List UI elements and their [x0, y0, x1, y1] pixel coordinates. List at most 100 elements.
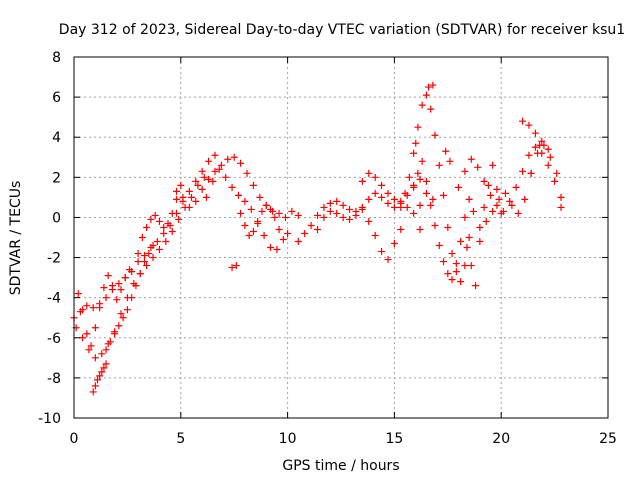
- data-point: [202, 193, 210, 201]
- data-point: [230, 153, 238, 161]
- data-point: [314, 211, 322, 219]
- data-point: [497, 209, 505, 217]
- x-axis-label: GPS time / hours: [282, 458, 399, 474]
- data-point: [551, 177, 559, 185]
- y-tick-label: -2: [47, 251, 61, 267]
- data-point: [284, 229, 292, 237]
- data-point: [501, 189, 509, 197]
- data-point: [480, 203, 488, 211]
- data-point: [452, 260, 460, 268]
- data-point: [431, 221, 439, 229]
- data-point: [536, 141, 544, 149]
- data-point: [87, 342, 95, 350]
- data-point: [194, 181, 202, 189]
- data-point: [397, 203, 405, 211]
- x-tick-label: 20: [492, 431, 510, 447]
- data-point: [262, 201, 270, 209]
- data-point: [173, 195, 181, 203]
- data-point: [534, 149, 542, 157]
- data-point: [333, 197, 341, 205]
- data-point: [546, 153, 554, 161]
- data-point: [243, 169, 251, 177]
- data-point: [168, 227, 176, 235]
- data-point: [444, 223, 452, 231]
- data-point: [446, 157, 454, 165]
- data-point: [482, 217, 490, 225]
- data-point: [160, 229, 168, 237]
- data-point: [414, 123, 422, 131]
- x-tick-label: 0: [70, 431, 79, 447]
- data-point: [452, 268, 460, 276]
- data-point: [378, 193, 386, 201]
- data-point: [160, 223, 168, 231]
- data-point: [96, 304, 104, 312]
- data-point: [429, 195, 437, 203]
- data-point: [279, 236, 287, 244]
- data-point: [384, 256, 392, 264]
- data-point: [365, 169, 373, 177]
- data-point: [267, 244, 275, 252]
- data-point: [155, 217, 163, 225]
- data-point: [544, 145, 552, 153]
- data-point: [100, 284, 108, 292]
- data-point: [476, 223, 484, 231]
- data-point: [448, 250, 456, 258]
- data-point: [179, 193, 187, 201]
- data-point: [85, 346, 93, 354]
- data-point: [454, 183, 462, 191]
- y-tick-label: 6: [52, 90, 61, 106]
- data-point: [134, 250, 142, 258]
- data-point: [365, 217, 373, 225]
- data-point: [405, 173, 413, 181]
- data-point: [487, 191, 495, 199]
- y-axis-label: SDTVAR / TECUs: [8, 181, 24, 296]
- data-point: [527, 169, 535, 177]
- data-point: [508, 201, 516, 209]
- data-point: [429, 81, 437, 89]
- data-point: [489, 161, 497, 169]
- data-point: [444, 270, 452, 278]
- data-point: [205, 175, 213, 183]
- data-point: [435, 242, 443, 250]
- data-point: [301, 229, 309, 237]
- data-point: [422, 177, 430, 185]
- data-point: [177, 181, 185, 189]
- data-point: [557, 193, 565, 201]
- data-point: [198, 185, 206, 193]
- data-point: [294, 238, 302, 246]
- data-point: [440, 191, 448, 199]
- data-point: [461, 213, 469, 221]
- data-point: [378, 181, 386, 189]
- data-point: [320, 203, 328, 211]
- data-point: [320, 213, 328, 221]
- data-point: [544, 161, 552, 169]
- data-point: [151, 211, 159, 219]
- data-point: [111, 330, 119, 338]
- data-point: [275, 209, 283, 217]
- data-point: [138, 234, 146, 241]
- data-point: [427, 105, 435, 113]
- y-tick-label: -10: [38, 411, 61, 427]
- data-point: [371, 231, 379, 239]
- data-point: [358, 205, 366, 213]
- data-point: [102, 346, 110, 354]
- data-point: [173, 187, 181, 195]
- data-point: [326, 207, 334, 215]
- data-point: [83, 302, 91, 310]
- data-point: [128, 294, 136, 302]
- data-point: [211, 167, 219, 175]
- data-point: [164, 219, 172, 227]
- data-point: [237, 159, 245, 167]
- data-point: [531, 143, 539, 151]
- data-point: [175, 215, 183, 223]
- data-point: [91, 354, 99, 362]
- data-point: [79, 306, 87, 314]
- y-tick-label: -6: [47, 331, 61, 347]
- data-point: [115, 280, 123, 288]
- data-point: [145, 250, 153, 258]
- data-point: [371, 173, 379, 181]
- data-point: [410, 183, 418, 191]
- data-point: [410, 149, 418, 157]
- data-point: [113, 296, 121, 304]
- data-point: [281, 213, 289, 221]
